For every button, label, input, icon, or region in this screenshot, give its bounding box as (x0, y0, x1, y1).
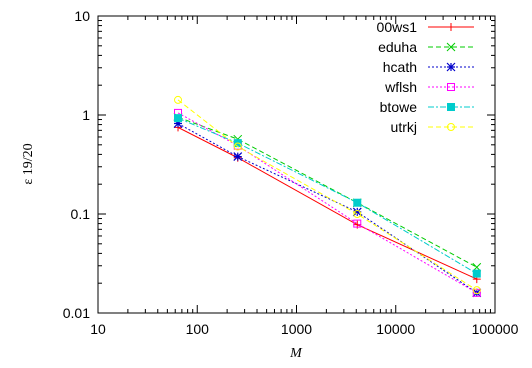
data-point-wflsh (472, 288, 481, 297)
series-line-utrkj (177, 99, 478, 291)
legend-label-hcath: hcath (383, 59, 417, 75)
data-point-wflsh (353, 219, 362, 228)
legend-label-wflsh: wflsh (384, 79, 417, 95)
series-line-btowe (177, 117, 478, 275)
legend-label-00ws1: 00ws1 (377, 19, 418, 35)
legend-marker-utrkj (447, 123, 455, 131)
x-tick-label: 100 (186, 321, 210, 337)
series-line-eduha (177, 116, 478, 268)
legend-marker-eduha (446, 42, 456, 52)
x-axis-title: M (289, 346, 303, 361)
data-point-hcath (233, 152, 243, 162)
data-point-btowe (353, 198, 362, 207)
legend-marker-btowe (447, 103, 455, 111)
y-tick-label: 10 (74, 8, 90, 24)
x-tick-label: 1000 (281, 321, 312, 337)
data-point-utrkj (233, 142, 242, 151)
data-point-btowe (174, 114, 183, 123)
y-axis-title: ε 19/20 (21, 143, 36, 184)
data-point-hcath (472, 288, 482, 298)
data-point-utrkj (174, 95, 183, 104)
legend-marker-hcath (446, 62, 456, 72)
legend-marker-wflsh (447, 83, 455, 91)
series-line-wflsh (177, 112, 478, 294)
y-tick-label: 0.1 (71, 206, 91, 222)
legend: 00ws1 eduha hcath wflsh btowe utrkj (377, 19, 474, 135)
legend-marker-00ws1 (447, 23, 455, 31)
legend-label-eduha: eduha (378, 39, 417, 55)
data-point-btowe (472, 269, 481, 278)
x-tick-label: 10 (90, 321, 106, 337)
x-tick-label: 10000 (376, 321, 415, 337)
data-point-utrkj (472, 286, 481, 295)
ticks: 10 100 1000 10000 100000 0.01 0.1 1 10 (63, 8, 519, 337)
legend-label-utrkj: utrkj (391, 119, 417, 135)
y-tick-label: 1 (82, 107, 90, 123)
y-tick-label: 0.01 (63, 305, 90, 321)
series-line-00ws1 (177, 126, 477, 280)
data-point-utrkj (353, 210, 362, 218)
data-point-hcath (352, 207, 362, 217)
legend-label-btowe: btowe (380, 99, 418, 115)
series-layer (173, 95, 482, 298)
data-point-hcath (173, 119, 183, 128)
x-tick-label: 100000 (472, 321, 519, 337)
